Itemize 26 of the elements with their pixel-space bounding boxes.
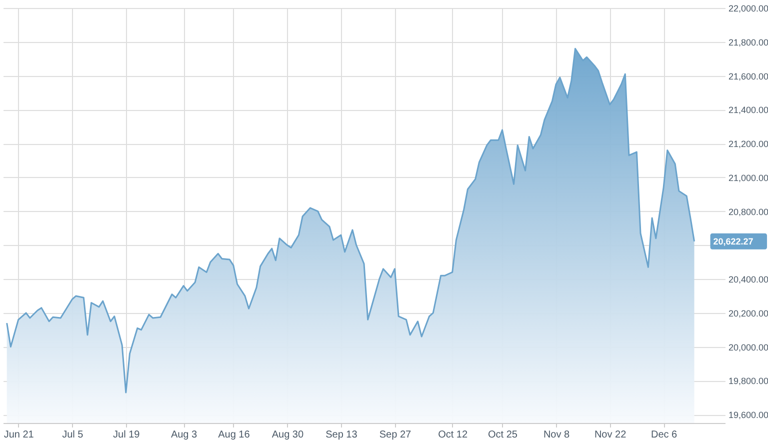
y-tick-label: 22,000.00 bbox=[728, 4, 768, 14]
x-tick-label: Nov 8 bbox=[543, 430, 570, 440]
y-tick-label: 20,800.00 bbox=[728, 206, 768, 217]
y-tick-label: 19,600.00 bbox=[728, 410, 768, 420]
y-tick-label: 21,600.00 bbox=[728, 71, 768, 82]
y-tick-label: 20,200.00 bbox=[728, 308, 768, 318]
y-tick-label: 21,800.00 bbox=[728, 37, 768, 48]
y-tick-label: 19,800.00 bbox=[728, 376, 768, 386]
x-tick-label: Oct 25 bbox=[488, 430, 518, 440]
y-tick-label: 21,400.00 bbox=[728, 105, 768, 116]
y-tick-label: 21,200.00 bbox=[728, 139, 768, 150]
x-tick-label: Jul 5 bbox=[62, 430, 84, 440]
y-tick-label: 20,000.00 bbox=[728, 342, 768, 352]
x-tick-label: Sep 13 bbox=[326, 430, 358, 440]
annotation: 20,622.27 bbox=[713, 236, 754, 246]
x-tick-label: Jun 21 bbox=[4, 430, 34, 440]
x-tick-label: Aug 16 bbox=[218, 430, 250, 440]
x-tick-label: Sep 27 bbox=[379, 430, 412, 440]
x-tick-label: Aug 3 bbox=[170, 430, 198, 440]
x-tick-label: Jul 19 bbox=[113, 430, 140, 440]
x-tick-label: Nov 22 bbox=[594, 430, 627, 440]
y-tick-label: 20,400.00 bbox=[728, 274, 768, 285]
y-tick-label: 21,000.00 bbox=[728, 172, 768, 183]
x-tick-label: Aug 30 bbox=[272, 430, 304, 440]
x-tick-label: Dec 6 bbox=[650, 430, 678, 440]
x-tick-label: Oct 12 bbox=[438, 430, 468, 440]
